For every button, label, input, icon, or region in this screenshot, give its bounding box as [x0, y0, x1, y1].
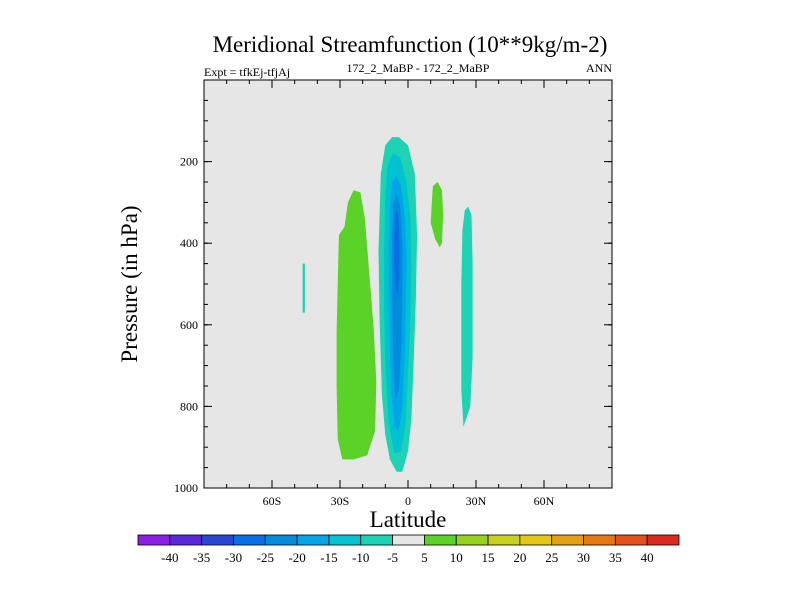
- y-tick-label: 200: [180, 155, 198, 169]
- colorbar-swatch: [137, 534, 171, 546]
- experiment-label: Expt = tfkEj-tfjAj: [204, 65, 290, 79]
- y-tick-label: 600: [180, 318, 198, 332]
- filled-contour-regions: [302, 137, 473, 472]
- x-axis-label: Latitude: [370, 507, 447, 532]
- colorbar-swatch: [646, 534, 680, 546]
- colorbar-swatch: [614, 534, 648, 546]
- colorbar-label: -25: [257, 550, 274, 565]
- colorbar-label: 10: [450, 550, 463, 565]
- colorbar-swatch: [328, 534, 362, 546]
- y-tick-label: 400: [180, 236, 198, 250]
- colorbar-label: 35: [609, 550, 622, 565]
- contour-region-pos5-0: [336, 190, 377, 460]
- colorbar-label: -30: [225, 550, 242, 565]
- contour-region-neg5-3: [461, 206, 473, 427]
- contour-region-neg25-8: [394, 210, 400, 297]
- colorbar-swatch: [519, 534, 553, 546]
- colorbar-swatch: [169, 534, 203, 546]
- season-label: ANN: [586, 61, 612, 75]
- y-axis-label: Pressure (in hPa): [117, 205, 142, 362]
- x-tick-label: 60S: [263, 494, 282, 508]
- colorbar-swatch: [455, 534, 489, 546]
- contour-region-pos5-1: [430, 182, 444, 248]
- y-tick-label: 800: [180, 399, 198, 413]
- colorbar-swatch: [233, 534, 266, 546]
- colorbar-swatch: [424, 534, 457, 546]
- run-comparison-label: 172_2_MaBP - 172_2_MaBP: [347, 61, 490, 75]
- colorbar-label: -20: [288, 550, 305, 565]
- contour-region-neg5-2: [302, 263, 305, 313]
- colorbar-label: 25: [545, 550, 558, 565]
- x-tick-label: 0: [405, 494, 411, 508]
- colorbar-swatch: [360, 534, 393, 546]
- colorbar-swatch: [296, 534, 330, 546]
- axis-ticks: 60S 30S 0 30N 60N 200 400 600 800 1000: [174, 80, 613, 508]
- x-tick-label: 60N: [534, 494, 555, 508]
- colorbar-label: -35: [193, 550, 210, 565]
- colorbar-swatch: [201, 534, 234, 546]
- colorbar-label: 15: [482, 550, 495, 565]
- colorbar-label: -5: [387, 550, 398, 565]
- colorbar-swatch: [583, 534, 616, 546]
- chart-title: Meridional Streamfunction (10**9kg/m-2): [213, 32, 608, 57]
- colorbar-swatch: [392, 534, 425, 546]
- colorbar-label: -10: [352, 550, 369, 565]
- colorbar-swatch: [264, 534, 298, 546]
- colorbar-label: 20: [513, 550, 526, 565]
- colorbar-label: 5: [421, 550, 428, 565]
- colorbar-label: 40: [641, 550, 654, 565]
- colorbar-swatch: [487, 534, 521, 546]
- colorbar: -40 -35 -30 -25 -20 -15 -10 -5 5 10 15 20 25 30 35 40: [137, 534, 680, 565]
- colorbar-label: -40: [161, 550, 178, 565]
- colorbar-label: -15: [320, 550, 337, 565]
- colorbar-swatch: [551, 534, 584, 546]
- colorbar-label: 30: [577, 550, 590, 565]
- x-tick-label: 30N: [466, 494, 487, 508]
- x-tick-label: 30S: [331, 494, 350, 508]
- y-tick-label: 1000: [174, 481, 198, 495]
